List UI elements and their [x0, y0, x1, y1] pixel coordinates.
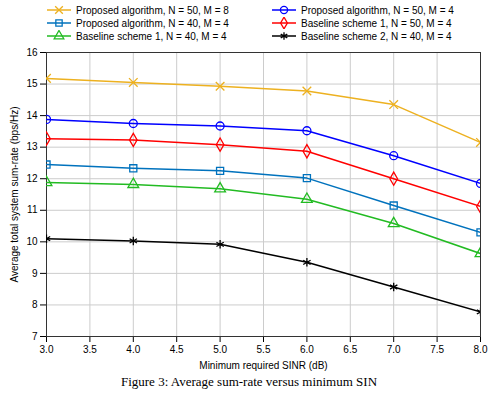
html-text:Baseline scheme 2, N = 40, M =: Baseline scheme 2, N = 40, M = 4	[301, 30, 452, 42]
svg-text:9: 9	[32, 268, 38, 279]
svg-text:5.5: 5.5	[257, 344, 271, 355]
svg-text:13: 13	[26, 141, 38, 152]
svg-text:3.5: 3.5	[83, 344, 97, 355]
html-text:Baseline scheme 1, N = 50, M =: Baseline scheme 1, N = 50, M = 4	[301, 17, 452, 29]
svg-text:6.0: 6.0	[300, 344, 314, 355]
svg-text:Average total system sum-rate: Average total system sum-rate (bps/Hz)	[9, 107, 20, 283]
html-text:Baseline scheme 1, N = 40, M =: Baseline scheme 1, N = 40, M = 4	[76, 30, 227, 42]
html-text:Proposed algorithm, N = 50, M: Proposed algorithm, N = 50, M = 4	[301, 4, 454, 16]
svg-text:5.0: 5.0	[213, 344, 227, 355]
html-text:Proposed algorithm, N = 40, M: Proposed algorithm, N = 40, M = 4	[76, 17, 229, 29]
html-text:Proposed algorithm, N = 50, M: Proposed algorithm, N = 50, M = 8	[76, 4, 229, 16]
svg-text:4.5: 4.5	[170, 344, 184, 355]
svg-text:11: 11	[27, 204, 38, 215]
svg-text:6.5: 6.5	[343, 344, 357, 355]
svg-text:7.5: 7.5	[430, 344, 444, 355]
html-text:Figure 3: Average sum-rate ver: Figure 3: Average sum-rate versus minimu…	[120, 374, 377, 389]
svg-text:7: 7	[32, 331, 38, 342]
svg-text:10: 10	[26, 236, 38, 247]
svg-text:Minimum required SINR (dB): Minimum required SINR (dB)	[199, 360, 327, 371]
svg-text:4.0: 4.0	[126, 344, 140, 355]
svg-text:8.0: 8.0	[474, 344, 488, 355]
svg-text:15: 15	[26, 78, 38, 89]
svg-text:14: 14	[26, 110, 38, 121]
svg-text:7.0: 7.0	[387, 344, 401, 355]
svg-text:3.0: 3.0	[40, 344, 54, 355]
svg-text:8: 8	[32, 299, 38, 310]
svg-text:16: 16	[26, 47, 38, 58]
svg-text:12: 12	[26, 173, 38, 184]
